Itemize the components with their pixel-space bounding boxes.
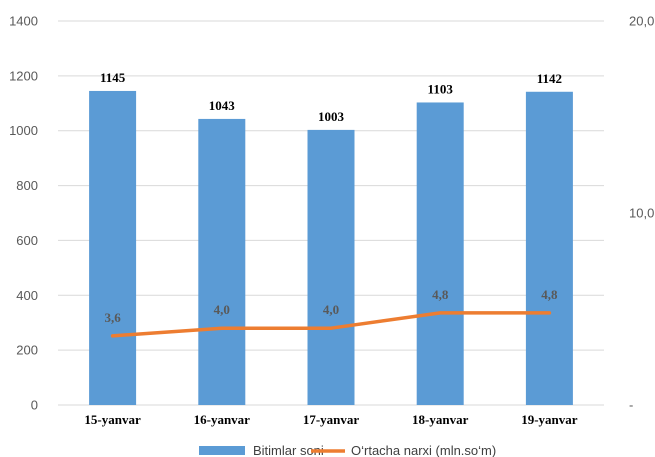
legend: Bitimlar soni O‘rtacha narxi (mln.so‘m) <box>199 443 496 457</box>
category-label: 16-yanvar <box>194 412 251 427</box>
right-tick-label: 20,0 <box>629 14 654 29</box>
category-label: 18-yanvar <box>412 412 469 427</box>
right-tick-label: 10,0 <box>629 206 654 221</box>
left-tick-label: 1200 <box>9 68 38 83</box>
bar-data-label: 1103 <box>428 81 454 96</box>
category-label: 19-yanvar <box>521 412 578 427</box>
left-tick-label: 1400 <box>9 14 38 29</box>
legend-label: Bitimlar soni <box>253 443 324 457</box>
left-tick-label: 0 <box>31 398 38 413</box>
bar <box>525 91 573 405</box>
line-data-label: 3,6 <box>104 310 121 325</box>
left-tick-label: 600 <box>16 233 38 248</box>
bar-data-label: 1003 <box>318 109 345 124</box>
left-tick-label: 200 <box>16 343 38 358</box>
left-tick-label: 1000 <box>9 123 38 138</box>
right-axis-tick-labels: - 10,0 20,0 <box>629 14 654 413</box>
line-data-label: 4,0 <box>214 302 230 317</box>
category-label: 17-yanvar <box>303 412 360 427</box>
bar-data-label: 1145 <box>100 70 126 85</box>
line-data-label: 4,8 <box>432 287 449 302</box>
left-tick-label: 800 <box>16 178 38 193</box>
bar-series: 1145 1043 1003 1103 1142 <box>89 70 573 406</box>
left-axis-tick-labels: 0 200 400 600 800 1000 1200 1400 <box>9 14 38 413</box>
line-data-label: 4,8 <box>541 287 558 302</box>
category-labels: 15-yanvar 16-yanvar 17-yanvar 18-yanvar 19-y… <box>84 412 577 427</box>
bar <box>198 118 246 406</box>
left-tick-label: 400 <box>16 288 38 303</box>
bar-data-label: 1142 <box>537 71 562 86</box>
bar <box>307 129 355 406</box>
right-tick-label: - <box>629 398 633 413</box>
bar-data-label: 1043 <box>209 98 236 113</box>
category-label: 15-yanvar <box>84 412 141 427</box>
legend-label: O‘rtacha narxi (mln.so‘m) <box>351 443 496 457</box>
line-data-label: 4,0 <box>323 302 339 317</box>
bar <box>416 102 464 405</box>
line-series: 3,6 4,0 4,0 4,8 4,8 <box>104 287 558 338</box>
bar <box>89 90 137 405</box>
legend-swatch-bar <box>199 446 245 455</box>
